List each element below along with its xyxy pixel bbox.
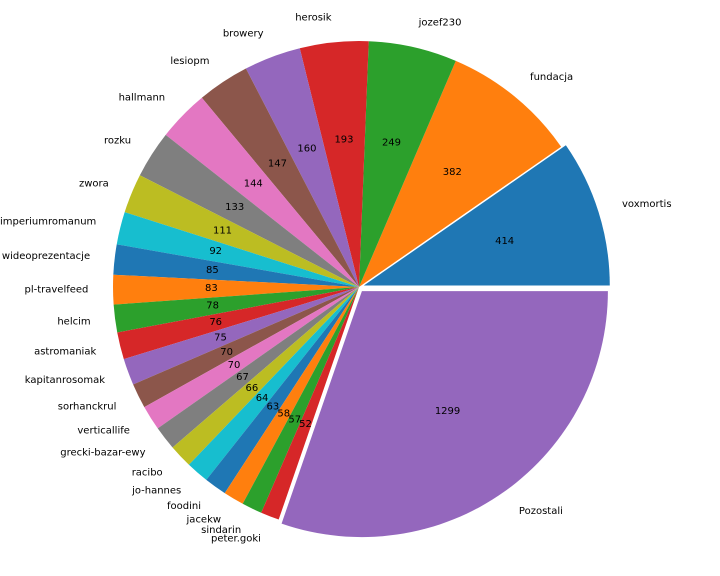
pie-slice-imperiumromanum (116, 212, 359, 287)
pie-slice-zwora (124, 175, 359, 287)
pie-value-label-fundacja: 382 (443, 167, 462, 178)
pie-category-label-kapitanrosomak: kapitanrosomak (25, 375, 105, 386)
pie-category-label-jozef230: jozef230 (418, 18, 462, 29)
pie-slice-jo-hannes (188, 287, 359, 480)
pie-category-label-browery: browery (223, 28, 264, 39)
pie-value-label-peter-goki: 52 (299, 419, 312, 430)
pie-slice-sorhanckrul (133, 287, 359, 408)
pie-value-label-rozku: 133 (225, 202, 244, 213)
pie-value-label-browery: 160 (297, 143, 316, 154)
pie-value-label-kapitanrosomak: 75 (214, 332, 227, 343)
pie-value-label-pozostali: 1299 (435, 406, 460, 417)
pie-slice-sindarin (242, 287, 359, 513)
pie-value-label-hallmann: 144 (244, 179, 263, 190)
pie-category-label-jo-hannes: jo-hannes (131, 486, 181, 497)
pie-slice-lesiopm (201, 68, 359, 287)
pie-category-label-sindarin: sindarin (201, 525, 241, 536)
pie-slice-kapitanrosomak (123, 287, 359, 385)
pie-category-labels: voxmortis fundacja jozef230 herosik browery l… (0, 12, 672, 544)
pie-slice-jozef230 (359, 41, 456, 287)
pie-value-label-wideoprezentacje: 85 (206, 265, 219, 276)
pie-slice-herosik (299, 40, 369, 287)
pie-slice-hallmann (165, 97, 359, 288)
pie-category-label-wideoprezentacje: wideoprezentacje (2, 251, 90, 262)
pie-value-label-sorhanckrul: 70 (220, 347, 233, 358)
pie-category-label-foodini: foodini (167, 501, 201, 512)
pie-value-label-helcim: 78 (206, 300, 219, 311)
pie-slice-racibo (172, 287, 359, 465)
pie-slice-wideoprezentacje (113, 244, 359, 287)
pie-slice-peter-goki (261, 287, 359, 520)
pie-category-label-pl-travelfeed: pl-travelfeed (24, 284, 88, 295)
pie-category-label-pozostali: Pozostali (519, 506, 563, 517)
pie-category-label-jacekw: jacekw (186, 514, 222, 525)
pie-category-label-herosik: herosik (295, 12, 331, 23)
pie-category-label-racibo: racibo (132, 468, 163, 479)
pie-category-label-voxmortis: voxmortis (622, 199, 672, 210)
pie-slice-pozostali (281, 291, 608, 538)
pie-slice-helcim (113, 287, 359, 333)
pie-slice-grecki-bazar-ewy (157, 287, 359, 448)
pie-value-label-sindarin: 57 (288, 414, 301, 425)
pie-category-label-astromaniak: astromaniak (34, 346, 96, 357)
pie-category-label-zwora: zwora (79, 178, 109, 189)
pie-category-label-peter-goki: peter.goki (211, 534, 261, 545)
pie-category-label-sorhanckrul: sorhanckrul (58, 401, 117, 412)
pie-value-labels: 414 382 249 193 160 147 144 133 111 92 85 83 78 76 75 7… (205, 135, 514, 430)
pie-value-label-grecki-bazar-ewy: 67 (236, 372, 249, 383)
pie-value-label-zwora: 111 (213, 225, 232, 236)
pie-value-label-jo-hannes: 64 (256, 393, 269, 404)
pie-category-label-lesiopm: lesiopm (170, 56, 209, 67)
pie-value-label-lesiopm: 147 (268, 158, 287, 169)
pie-slice-jacekw (224, 287, 359, 504)
pie-category-label-grecki-bazar-ewy: grecki-bazar-ewy (60, 448, 145, 459)
pie-value-label-foodini: 63 (266, 401, 279, 412)
pie-value-label-imperiumromanum: 92 (209, 246, 222, 257)
pie-value-label-jozef230: 249 (382, 138, 401, 149)
pie-slice-astromaniak (117, 287, 360, 360)
pie-value-label-voxmortis: 414 (495, 236, 514, 247)
pie-slice-verticallife (144, 287, 359, 429)
pie-value-label-pl-travelfeed: 83 (205, 283, 218, 294)
pie-category-label-rozku: rozku (104, 136, 131, 147)
pie-category-label-helcim: helcim (57, 316, 90, 327)
pie-slice-rozku (139, 134, 359, 287)
pie-category-label-imperiumromanum: imperiumromanum (0, 217, 96, 228)
pie-value-label-herosik: 193 (334, 135, 353, 146)
pie-value-label-verticallife: 70 (228, 360, 241, 371)
pie-slice-foodini (206, 287, 359, 494)
pie-value-label-astromaniak: 76 (209, 317, 222, 328)
pie-value-label-jacekw: 58 (277, 408, 290, 419)
pie-category-label-hallmann: hallmann (119, 93, 166, 104)
pie-value-label-racibo: 66 (246, 383, 259, 394)
pie-slice-browery (245, 48, 359, 287)
pie-slice-voxmortis (363, 145, 610, 286)
pie-category-label-verticallife: verticallife (77, 426, 130, 437)
pie-category-label-fundacja: fundacja (530, 72, 573, 83)
pie-slice-pl-travelfeed (112, 274, 359, 305)
pie-slices (112, 40, 610, 538)
pie-slice-fundacja (359, 60, 562, 287)
